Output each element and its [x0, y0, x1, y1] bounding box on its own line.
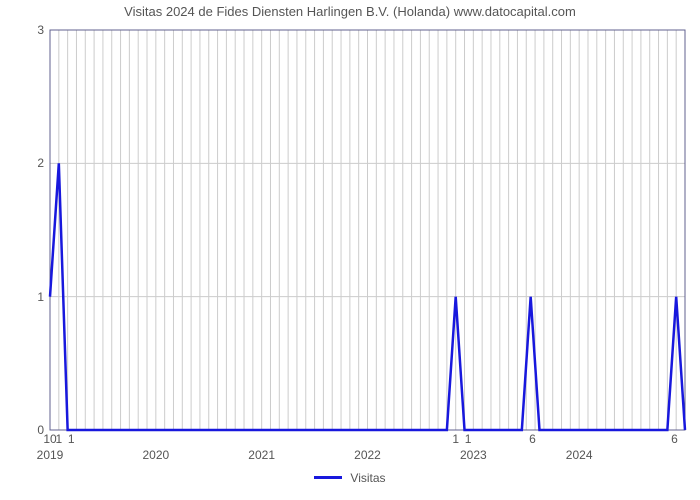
y-tick-label: 2	[37, 156, 44, 170]
x-major-label: 2019	[37, 448, 64, 462]
x-major-label: 2022	[354, 448, 381, 462]
legend-item-visitas: Visitas	[314, 471, 385, 485]
y-tick-label: 1	[37, 290, 44, 304]
legend: Visitas	[0, 468, 700, 485]
chart-container: Visitas 2024 de Fides Diensten Harlingen…	[0, 0, 700, 500]
x-value-label: 6	[529, 432, 536, 446]
x-major-label: 2020	[142, 448, 169, 462]
legend-label: Visitas	[350, 471, 385, 485]
x-value-label: 1	[68, 432, 75, 446]
plot-area	[50, 30, 685, 430]
x-major-label: 2023	[460, 448, 487, 462]
x-value-label: 1	[55, 432, 62, 446]
y-tick-label: 3	[37, 23, 44, 37]
x-major-label: 2024	[566, 448, 593, 462]
x-major-label: 2021	[248, 448, 275, 462]
legend-swatch	[314, 476, 342, 479]
chart-svg	[50, 30, 685, 430]
x-value-label: 6	[671, 432, 678, 446]
x-value-label: 1	[465, 432, 472, 446]
chart-title: Visitas 2024 de Fides Diensten Harlingen…	[0, 4, 700, 19]
x-value-label: 1	[452, 432, 459, 446]
